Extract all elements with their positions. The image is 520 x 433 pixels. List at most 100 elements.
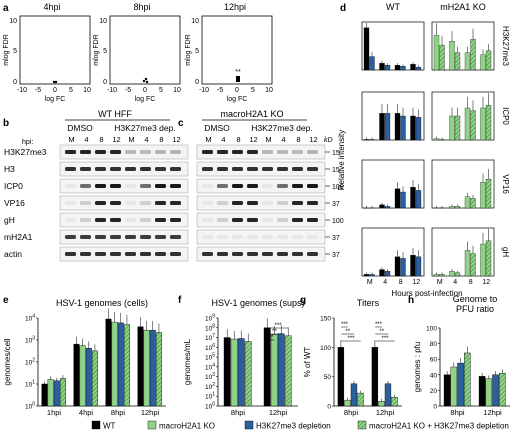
blot-band [125,235,136,239]
volcano-ytick: 10 [9,18,17,25]
volcano-title: 12hpi [224,2,246,12]
sig-stars: *** [274,323,282,329]
bar [485,378,493,407]
kd-marker: 15 [332,150,340,157]
panel-letter-g: g [300,295,306,306]
d-bar [439,44,445,71]
blot-band [232,184,243,188]
blot-band [247,235,258,239]
blot-band [95,201,106,205]
d-bar [369,56,375,71]
blot-strip [59,212,189,228]
blot-band [292,235,303,239]
volcano-title: 8hpi [133,2,150,12]
bar [230,338,238,407]
d-bar [410,64,416,71]
d-bar [439,274,445,277]
volcano-ytick: 10 [99,18,107,25]
x-tick-label: 12hpi [141,408,160,417]
y-tick-label: 101 [205,392,215,401]
blot-band [140,252,151,256]
bar [137,326,144,407]
lane-label: 12 [112,135,120,144]
blot-band [292,167,303,171]
d-xtick: 12 [412,279,420,286]
blot-strip [196,161,326,177]
blot-band [277,184,288,188]
blot-strip [196,246,326,262]
blot-band [232,150,243,154]
blot-band [155,150,166,154]
d-bar [464,52,471,71]
d-bar [363,139,370,141]
kd-marker: 100 [332,218,344,225]
kd-marker: 37 [332,252,340,259]
blot-band [65,150,76,154]
panel-letter-c: c [178,118,184,129]
blot-band [217,201,228,205]
d-subplot-frame [361,159,425,209]
bar [59,378,66,407]
blot-strip [59,161,189,177]
d-bar [470,198,476,209]
blot-band [125,150,136,154]
bar [450,366,458,407]
d-bar [400,258,406,277]
volcano-ytick: 0 [103,79,107,86]
blot-band [80,218,91,222]
d-subplot-frame [431,91,495,141]
d-col-title: mH2A1 KO [440,2,486,12]
blot-band [202,218,213,222]
d-row-label: gH [501,247,510,257]
d-bar [384,65,391,71]
blot-strip [196,212,326,228]
d-bar [449,115,455,141]
blot-band [217,167,228,171]
blot-row-label: gH [4,215,15,225]
d-xtick: 4 [383,279,387,286]
d-bar [369,274,375,277]
kd-marker: 15 [332,167,340,174]
blot-band [80,167,91,171]
volcano-frame [109,15,181,85]
volcano-xtick: 5 [251,87,255,94]
blot-band [95,150,106,154]
sig-stars: ** [272,329,277,335]
bar [270,334,278,407]
d-bar [439,139,445,141]
y-tick-label: 103 [25,336,35,345]
blot-band [202,235,213,239]
d-bar [470,39,476,71]
d-bar [485,50,492,71]
blot-band [247,252,258,256]
blot-band [170,218,181,222]
lane-label: 8 [99,135,103,144]
volcano-xtick: -5 [35,87,41,94]
d-xtick: M [437,279,443,286]
blot-band [247,201,258,205]
lane-label: 12 [309,135,317,144]
d-bar [384,113,391,141]
d-bar [454,206,461,209]
blot-band [65,201,76,205]
kd-label: kD [324,137,333,144]
panel-letter-h: h [408,295,414,306]
x-tick-label: 1hpi [47,408,62,417]
blot-band [232,252,243,256]
bar [391,397,398,407]
blot-band [95,252,106,256]
volcano-ytick: 0 [13,79,17,86]
y-tick-label: 108 [205,323,215,332]
blot-band [292,252,303,256]
d-xtick: 4 [453,279,457,286]
blot-band [247,218,258,222]
blot-band [307,252,318,256]
blot-band [277,252,288,256]
bar [284,335,292,407]
d-subplot-frame [431,21,495,71]
blot-band [262,201,273,205]
d-bar [485,179,492,209]
blot-band [155,252,166,256]
